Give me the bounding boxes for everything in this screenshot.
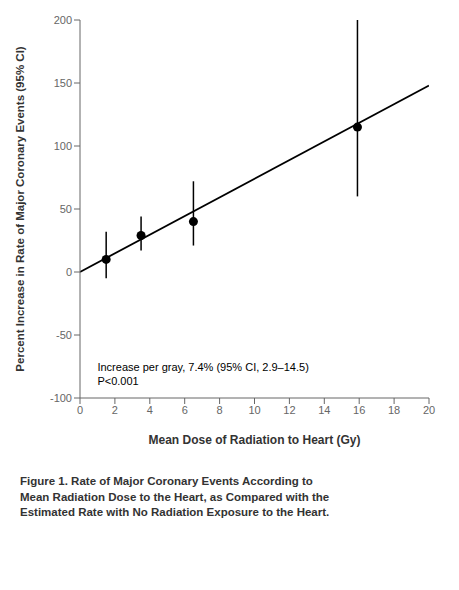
svg-text:50: 50	[60, 203, 72, 215]
svg-text:10: 10	[248, 404, 260, 416]
html-text:Figure 1. Rate of Major Corona: Figure 1. Rate of Major Coronary Events …	[20, 475, 313, 487]
svg-text:0: 0	[77, 404, 83, 416]
svg-text:18: 18	[388, 404, 400, 416]
svg-text:-50: -50	[56, 329, 72, 341]
svg-text:4: 4	[147, 404, 153, 416]
svg-text:14: 14	[318, 404, 330, 416]
html-text:Mean Radiation Dose to the Hea: Mean Radiation Dose to the Heart, as Com…	[20, 490, 330, 503]
svg-text:150: 150	[54, 77, 72, 89]
svg-text:-100: -100	[50, 392, 72, 404]
svg-text:Increase per gray, 7.4% (95% C: Increase per gray, 7.4% (95% CI, 2.9–14.…	[97, 361, 308, 387]
svg-text:Mean Dose of Radiation to Hear: Mean Dose of Radiation to Heart (Gy)	[148, 433, 360, 447]
svg-text:Percent Increase in Rate of Ma: Percent Increase in Rate of Major Corona…	[14, 46, 26, 371]
html-text:Estimated Rate with No Radiati: Estimated Rate with No Radiation Exposur…	[20, 506, 330, 518]
svg-text:0: 0	[66, 266, 72, 278]
svg-text:16: 16	[353, 404, 365, 416]
svg-text:8: 8	[217, 404, 223, 416]
svg-text:2: 2	[112, 404, 118, 416]
svg-text:200: 200	[54, 14, 72, 26]
svg-text:12: 12	[283, 404, 295, 416]
svg-text:20: 20	[423, 404, 435, 416]
svg-text:100: 100	[54, 140, 72, 152]
svg-text:6: 6	[182, 404, 188, 416]
